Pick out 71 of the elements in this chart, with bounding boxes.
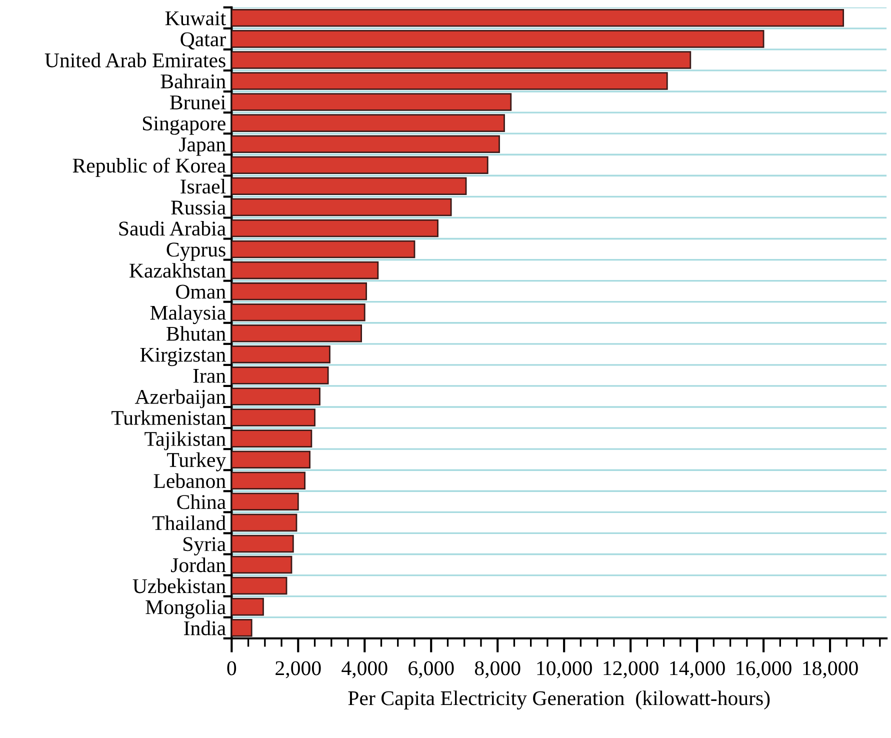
bar — [232, 177, 467, 196]
x-tick-label: 8,000 — [474, 661, 520, 678]
y-tick-label: Kazakhstan — [130, 263, 226, 278]
x-tick-label: 6,000 — [408, 661, 454, 678]
y-tick-label: Russia — [171, 200, 226, 215]
bar — [232, 618, 252, 637]
bar — [232, 598, 264, 616]
y-tick-label: Japan — [179, 138, 226, 156]
x-tick-label: 14,000 — [670, 661, 725, 678]
bar — [232, 93, 512, 111]
y-tick-label: Turkmenistan — [112, 410, 226, 425]
y-tick-label: Jordan — [170, 558, 226, 572]
y-tick-label: Oman — [176, 284, 226, 299]
bar — [232, 30, 764, 48]
y-tick-label: Cyprus — [166, 242, 226, 261]
y-tick-label: Tajikistan — [144, 431, 226, 450]
bar — [232, 135, 500, 153]
bar — [232, 9, 844, 27]
y-tick-label: Qatar — [180, 32, 226, 50]
bar — [232, 556, 292, 574]
x-tick-label: 10,000 — [537, 661, 592, 678]
bar — [232, 72, 668, 90]
x-tick-label: 12,000 — [604, 661, 658, 678]
y-tick-label: Lebanon — [154, 473, 226, 488]
x-tick-label: 18,000 — [803, 661, 858, 678]
bar — [232, 219, 438, 238]
y-tick-label: Bahrain — [160, 74, 226, 88]
bar — [232, 576, 288, 595]
y-tick-label: Azerbaijan — [134, 389, 226, 408]
y-tick-label: Kuwait — [165, 11, 226, 26]
y-tick-label: Uzbekistan — [132, 578, 226, 594]
bar — [232, 156, 488, 174]
y-tick-label: Bhutan — [166, 326, 226, 341]
bar — [232, 534, 294, 553]
bar — [232, 240, 416, 258]
y-tick-label: Iran — [193, 369, 226, 383]
bar — [232, 472, 306, 490]
y-tick-label: Saudi Arabia — [119, 221, 226, 236]
y-tick-label: Republic of Korea — [72, 158, 226, 177]
y-tick-label: Brunei — [170, 95, 226, 110]
bar — [232, 114, 505, 132]
y-tick-label: Syria — [184, 537, 226, 556]
bar — [232, 492, 299, 511]
y-tick-label: Kirgizstan — [140, 348, 226, 366]
bar — [232, 388, 320, 406]
y-tick-label: Thailand — [152, 515, 226, 530]
bar — [232, 303, 366, 322]
bar — [232, 450, 310, 468]
bar — [232, 198, 452, 216]
y-tick-label: India — [184, 620, 226, 636]
y-tick-label: Mongolia — [146, 600, 226, 619]
bar — [232, 324, 362, 342]
bar — [232, 282, 367, 300]
bar — [232, 346, 330, 364]
bar — [232, 51, 692, 69]
x-tick-label: 0 — [227, 661, 236, 676]
y-tick-label: Israel — [180, 178, 226, 194]
bar — [232, 408, 316, 426]
bar — [232, 261, 379, 280]
y-tick-label: United Arab Emirates — [44, 52, 226, 68]
x-axis-title: Per Capita Electricity Generation (kilowatt-hours) — [348, 690, 770, 710]
y-tick-label: China — [177, 494, 226, 510]
x-tick-label: 2,000 — [276, 661, 321, 678]
bar — [232, 366, 329, 384]
y-tick-label: Malaysia — [150, 305, 226, 324]
x-tick-label: 4,000 — [342, 661, 388, 678]
y-tick-label: Turkey — [167, 452, 226, 472]
bar — [232, 514, 298, 532]
y-tick-label: Singapore — [143, 116, 226, 135]
x-tick-label: 16,000 — [736, 661, 792, 678]
bar — [232, 430, 312, 448]
